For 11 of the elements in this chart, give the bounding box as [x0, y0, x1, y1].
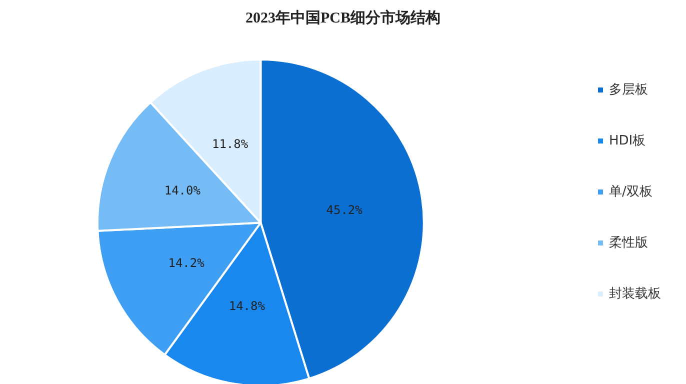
legend-label: 单/双板	[609, 184, 652, 200]
legend-label: HDI板	[609, 134, 646, 148]
data-label: 14.8%	[228, 299, 266, 314]
data-label: 14.2%	[168, 256, 206, 270]
data-label: 11.8%	[212, 136, 249, 151]
data-label: 45.2%	[326, 203, 364, 218]
legend-label: 多层板	[609, 82, 648, 98]
chart-title: 2023年中国PCB细分市场结构	[246, 8, 440, 26]
legend-label: 封装载板	[609, 286, 661, 302]
legend-label: 柔性版	[609, 236, 648, 250]
data-label: 14.0%	[164, 184, 202, 198]
